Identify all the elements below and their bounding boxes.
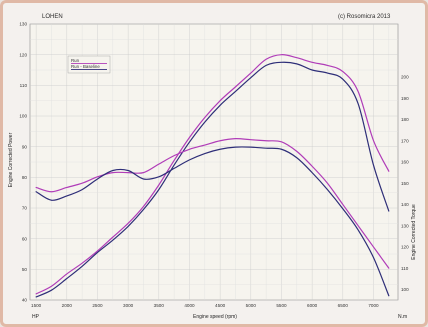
x-tick-label: 6500 bbox=[338, 303, 349, 308]
power-line-baseline bbox=[35, 61, 390, 298]
y2-tick-label: 130 bbox=[401, 223, 409, 228]
x-tick-label: 3000 bbox=[123, 303, 134, 308]
series-lines bbox=[35, 54, 390, 298]
chart-brand-label: LOHEN bbox=[42, 14, 63, 20]
y-tick-label: 70 bbox=[22, 206, 28, 211]
x-tick-label: 7000 bbox=[368, 303, 379, 308]
x-tick-label: 2000 bbox=[62, 303, 73, 308]
y2-tick-label: 110 bbox=[401, 266, 409, 271]
torque-line-baseline bbox=[35, 146, 390, 297]
x-tick-label: 3500 bbox=[154, 303, 165, 308]
y2-axis-label: Engine Corrected Torque bbox=[411, 204, 417, 260]
x-tick-label: 4500 bbox=[215, 303, 226, 308]
y-tick-label: 110 bbox=[20, 83, 28, 88]
left-unit-label: HP bbox=[32, 314, 40, 320]
y-axis-label: Engine Corrected Power bbox=[8, 132, 14, 187]
y2-tick-label: 190 bbox=[401, 96, 409, 101]
y2-tick-label: 200 bbox=[401, 75, 409, 80]
x-tick-label: 5000 bbox=[246, 303, 257, 308]
legend-box bbox=[67, 55, 111, 74]
y2-tick-label: 160 bbox=[401, 160, 409, 165]
y2-tick-label: 140 bbox=[401, 202, 409, 207]
x-tick-label: 1500 bbox=[31, 303, 42, 308]
y2-tick-label: 120 bbox=[401, 245, 409, 250]
y-tick-label: 130 bbox=[19, 22, 27, 27]
y2-tick-label: 180 bbox=[401, 117, 409, 122]
y-tick-label: 100 bbox=[19, 114, 27, 119]
y2-tick-label: 100 bbox=[401, 287, 409, 292]
y-tick-label: 90 bbox=[22, 144, 28, 149]
copyright-label: (c) Rosomicra 2013 bbox=[338, 14, 391, 20]
x-axis-label: Engine speed (rpm) bbox=[193, 314, 237, 320]
legend-entry-label: Run bbox=[71, 58, 80, 63]
x-tick-label: 4000 bbox=[184, 303, 195, 308]
x-tick-label: 5500 bbox=[276, 303, 287, 308]
y2-tick-label: 170 bbox=[401, 138, 409, 143]
torque-line-run bbox=[35, 138, 390, 269]
x-tick-label: 6000 bbox=[307, 303, 318, 308]
y-tick-label: 80 bbox=[22, 175, 28, 180]
legend-entry-label: Run - Baseline bbox=[71, 64, 100, 69]
right-unit-label: N.m bbox=[398, 314, 407, 320]
y-tick-label: 60 bbox=[22, 236, 28, 241]
x-tick-label: 2500 bbox=[92, 303, 103, 308]
y-tick-label: 40 bbox=[22, 298, 28, 303]
axis-ticks: 1500 2000 2500 3000 3500 4000 4500 5000 5500 6000… bbox=[19, 22, 409, 308]
y-tick-label: 50 bbox=[22, 267, 28, 272]
y-tick-label: 120 bbox=[19, 52, 27, 57]
y2-tick-label: 150 bbox=[401, 181, 409, 186]
power-line-run bbox=[35, 54, 390, 295]
